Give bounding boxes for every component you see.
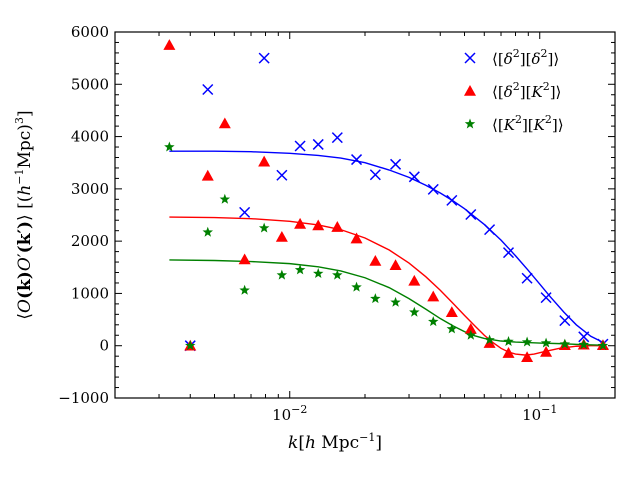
data-point-series-1 xyxy=(540,292,552,304)
data-point-series-1 xyxy=(559,315,571,327)
data-point-series-3 xyxy=(351,281,362,292)
data-point-series-3 xyxy=(484,334,495,345)
x-axis-label: k[h Mpc−1] xyxy=(288,431,382,453)
legend-marker-3 xyxy=(464,118,476,129)
data-point-series-3 xyxy=(276,269,288,280)
data-point-series-2 xyxy=(540,345,553,357)
legend-label-3: ⟨[K2][K2]⟩ xyxy=(492,113,564,134)
data-point-series-3 xyxy=(219,193,231,204)
data-point-series-3 xyxy=(465,329,477,340)
data-point-series-1 xyxy=(202,83,214,96)
data-point-series-1 xyxy=(369,169,381,181)
y-ticks: −1000 0 1000 2000 3000 4000 5000 6000 xyxy=(58,23,615,407)
data-point-series-3 xyxy=(390,296,401,307)
y-tick-label: 0 xyxy=(99,337,109,355)
data-point-series-3 xyxy=(428,316,439,327)
data-point-series-3 xyxy=(332,269,343,280)
data-point-series-2 xyxy=(258,155,271,167)
x-tick-label: 10−1 xyxy=(522,403,557,424)
data-point-series-3 xyxy=(540,337,552,348)
data-point-series-1 xyxy=(446,194,458,206)
data-point-series-2 xyxy=(163,39,176,50)
data-point-series-2 xyxy=(218,117,231,129)
data-point-series-2 xyxy=(331,221,344,232)
data-point-series-3 xyxy=(164,141,175,152)
y-tick-label: 2000 xyxy=(71,232,109,250)
data-point-series-2 xyxy=(483,337,496,348)
data-point-series-1 xyxy=(408,171,420,183)
data-point-series-3 xyxy=(503,336,514,346)
legend-marker-1 xyxy=(464,52,476,64)
legend-label-1: ⟨[δ2][δ2]⟩ xyxy=(492,47,559,68)
data-point-series-3 xyxy=(313,268,324,279)
data-point-series-3 xyxy=(597,340,609,351)
x-tick-label: 10−2 xyxy=(272,403,307,424)
data-point-series-2 xyxy=(350,232,363,244)
fit-line-series-1 xyxy=(169,150,604,344)
data-point-series-3 xyxy=(202,226,213,237)
y-tick-label: 4000 xyxy=(71,128,109,146)
data-point-series-1 xyxy=(294,140,306,152)
x-ticks: 10−2 10−1 xyxy=(114,32,616,424)
data-point-series-2 xyxy=(445,306,458,318)
data-point-series-2 xyxy=(389,259,402,270)
data-point-series-2 xyxy=(201,169,214,181)
data-point-series-1 xyxy=(312,138,324,150)
fit-line-series-3 xyxy=(169,259,604,346)
y-axis-label: ⟨O(k)O′(k′)⟩ [(h−1Mpc)3] xyxy=(13,110,35,319)
data-point-series-2 xyxy=(408,274,421,286)
y-tick-label: 1000 xyxy=(71,284,109,302)
data-point-series-3 xyxy=(370,293,381,304)
legend: ⟨[δ2][δ2]⟩ ⟨[δ2][K2]⟩ ⟨[K2][K2]⟩ xyxy=(464,47,564,134)
data-point-series-3 xyxy=(578,339,589,350)
data-point-series-1 xyxy=(331,132,343,144)
data-point-series-3 xyxy=(446,323,458,334)
data-point-series-1 xyxy=(484,224,496,236)
data-point-series-3 xyxy=(294,264,306,275)
data-point-series-1 xyxy=(390,158,402,170)
data-point-series-3 xyxy=(258,222,270,233)
y-tick-label: 6000 xyxy=(71,23,109,41)
data-point-series-3 xyxy=(559,338,571,349)
y-tick-label: 3000 xyxy=(71,180,109,198)
data-point-series-1 xyxy=(427,183,439,195)
data-point-series-2 xyxy=(294,217,307,229)
data-point-series-1 xyxy=(258,52,270,64)
data-point-series-2 xyxy=(464,322,477,334)
y-tick-label: 5000 xyxy=(71,75,109,93)
data-point-series-2 xyxy=(502,347,515,358)
data-point-series-1 xyxy=(578,331,590,343)
data-markers xyxy=(163,39,609,363)
data-point-series-1 xyxy=(465,208,477,221)
data-point-series-2 xyxy=(521,351,534,363)
data-point-series-3 xyxy=(521,336,533,347)
data-point-series-3 xyxy=(239,284,250,295)
fit-curves xyxy=(169,150,604,356)
data-point-series-2 xyxy=(238,253,251,265)
data-point-series-2 xyxy=(275,230,288,242)
data-point-series-1 xyxy=(276,169,288,181)
data-point-series-3 xyxy=(185,340,196,351)
data-point-series-3 xyxy=(409,306,420,317)
data-point-series-1 xyxy=(521,272,533,284)
legend-label-2: ⟨[δ2][K2]⟩ xyxy=(492,80,561,101)
data-point-series-1 xyxy=(502,247,515,259)
data-point-series-2 xyxy=(427,290,440,302)
legend-marker-2 xyxy=(464,85,476,96)
data-point-series-2 xyxy=(312,219,325,231)
data-point-series-2 xyxy=(369,255,382,266)
data-point-series-1 xyxy=(351,154,363,166)
y-tick-label: −1000 xyxy=(58,389,109,407)
data-point-series-1 xyxy=(239,206,251,218)
